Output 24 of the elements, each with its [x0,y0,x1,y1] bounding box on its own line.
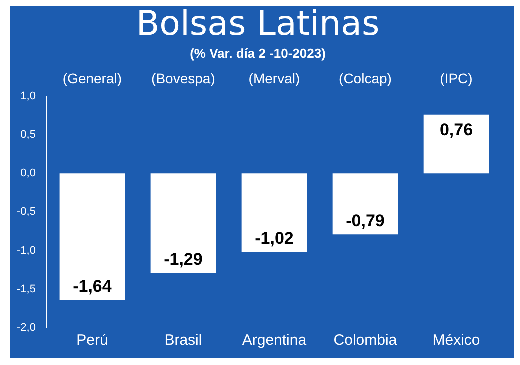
y-tick-label: 0,5 [20,129,36,142]
y-tick-label: -2,0 [16,322,36,334]
x-tick-label: Argentina [242,332,308,350]
x-tick-label: Brasil [164,332,202,350]
data-label: -0,79 [346,211,385,230]
data-label: -1,02 [255,229,294,248]
chart-title: Bolsas Latinas [136,4,380,44]
y-tick-label: -1,0 [16,244,36,257]
data-label: 0,76 [440,120,474,140]
chart-subtitle: (% Var. día 2 -10-2023) [190,46,326,62]
x-tick-label: Perú [76,332,108,350]
y-tick-label: -1,5 [16,283,36,296]
text: (Colcap) [339,70,392,86]
y-tick-label: 1,0 [20,90,36,102]
text: (General) [62,70,122,86]
y-tick-label: 0,0 [20,168,36,180]
text: (Bovespa) [152,70,216,86]
data-label: -1,29 [164,250,203,269]
text: (Merval) [248,70,300,86]
y-tick-label: -0,5 [16,206,36,218]
x-tick-label: Colombia [334,332,398,350]
text: (IPC) [440,70,473,86]
data-label: -1,64 [73,276,112,296]
x-tick-label: México [432,332,480,350]
